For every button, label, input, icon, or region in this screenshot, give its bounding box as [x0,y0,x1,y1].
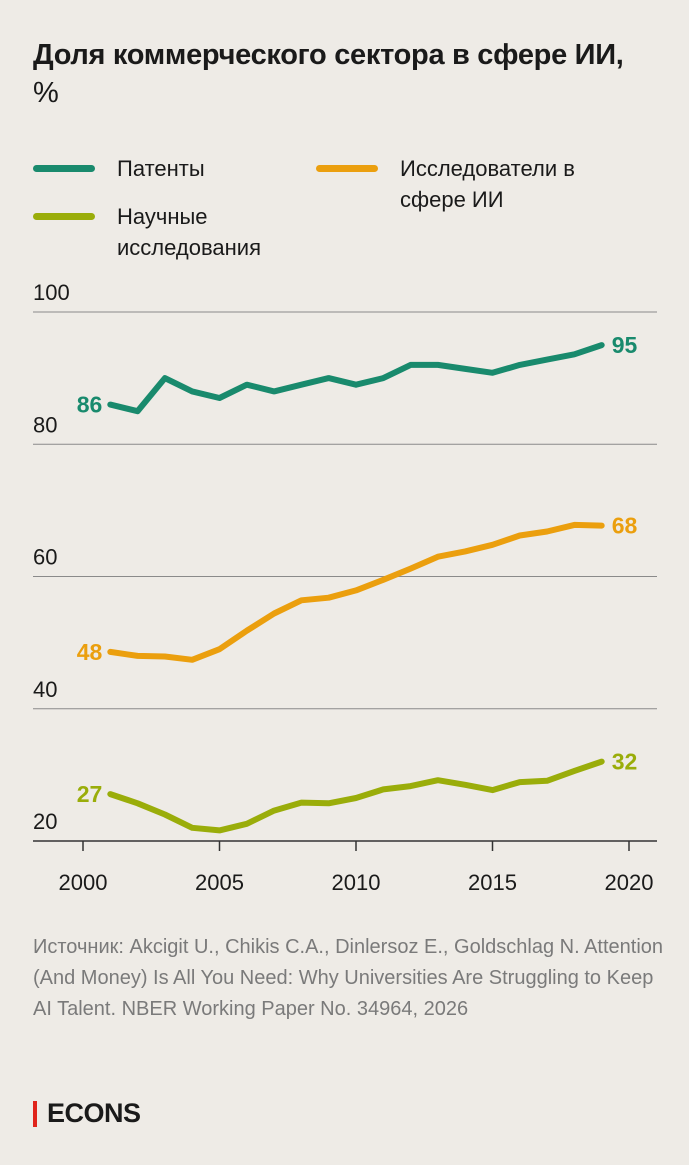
y-tick-label: 80 [33,412,57,437]
legend-swatch [316,165,378,172]
legend-swatch [33,165,95,172]
x-tick-label: 2010 [332,870,381,895]
series-line-0 [107,342,605,415]
legend-swatch [33,213,95,220]
y-tick-label: 20 [33,809,57,834]
legend-label: Научные исследования [117,204,261,260]
legend-item-researchers: Исследователи в сфере ИИ [316,153,596,215]
line-chart: 20 40 60 80 100 2000 2005 2010 2015 2020 86 95 48 68 2… [33,280,657,895]
end-data-label: 95 [612,332,638,358]
x-tick-label: 2015 [468,870,517,895]
start-data-label: 48 [77,639,103,665]
legend-item-papers: Научные исследования [33,201,313,263]
legend-label: Патенты [117,156,205,181]
y-tick-label: 100 [33,280,70,305]
x-tick-label: 2000 [59,870,108,895]
title-text: Доля коммерческого сектора в сфере ИИ, [33,39,624,71]
end-data-label: 68 [612,513,638,539]
start-data-label: 86 [77,392,103,418]
end-data-label: 32 [612,749,638,775]
brand-logo: ECONS [33,1098,141,1129]
y-tick-label: 60 [33,545,57,570]
chart-title: Доля коммерческого сектора в сфере ИИ, % [33,36,653,112]
legend-label: Исследователи в сфере ИИ [400,156,575,212]
brand-name: ECONS [47,1098,141,1128]
start-data-label: 27 [77,781,103,807]
series-line-2 [107,758,605,834]
legend-item-patents: Патенты [33,153,205,184]
x-tick-label: 2020 [605,870,654,895]
x-tick-label: 2005 [195,870,244,895]
source-note: Источник: Akcigit U., Chikis C.A., Dinle… [33,936,664,1020]
series-line-1 [107,521,605,663]
title-unit: % [33,77,59,109]
y-tick-label: 40 [33,677,57,702]
